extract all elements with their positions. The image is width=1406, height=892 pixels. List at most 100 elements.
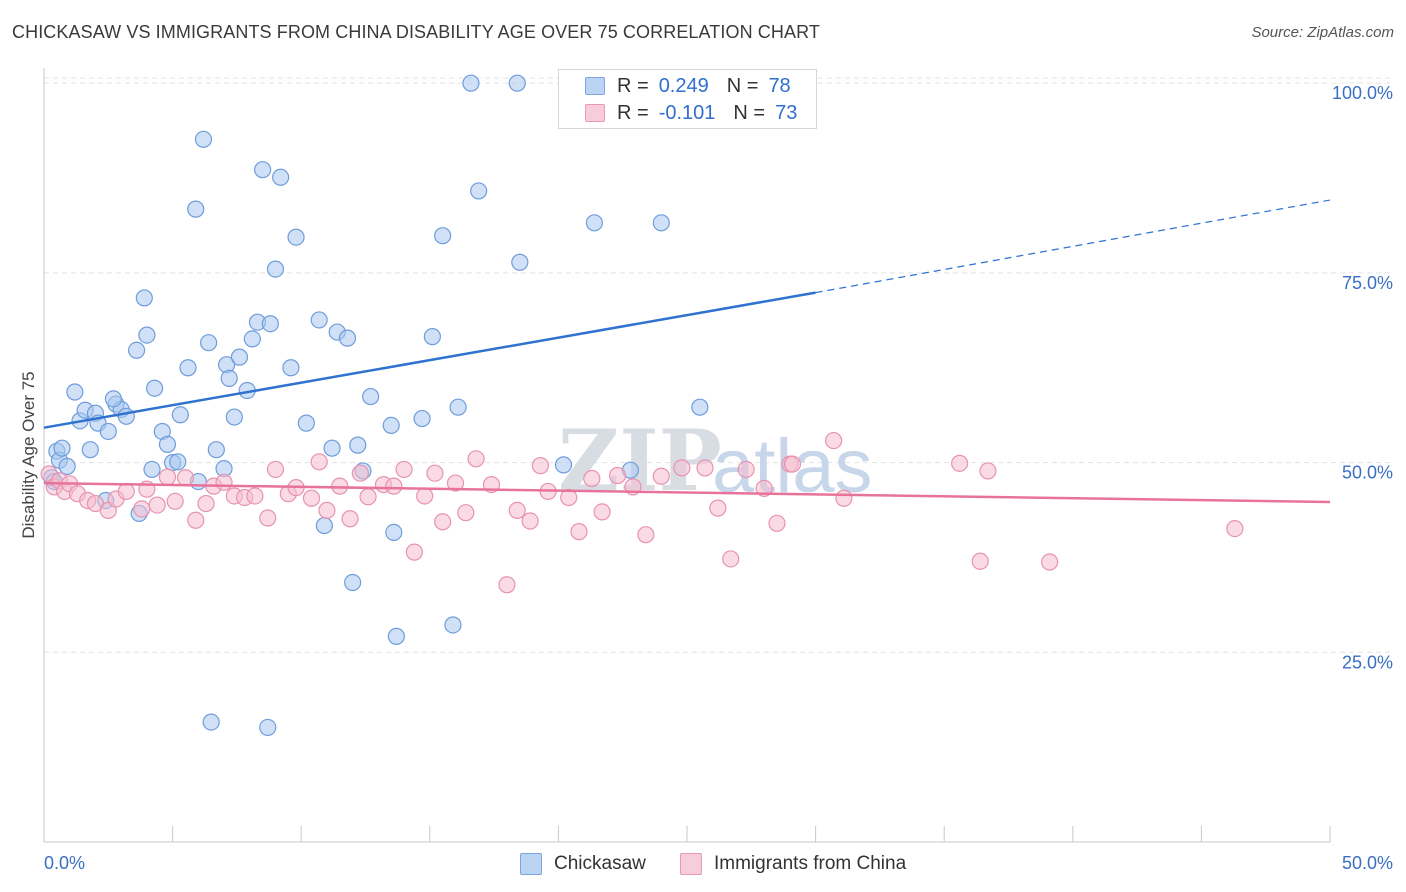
y-tick-label: 100.0% (1332, 83, 1393, 103)
stats-legend: R = 0.249 N = 78 R = -0.101 N = 73 (558, 69, 817, 129)
china-point (158, 468, 177, 486)
chickasaw-point (158, 435, 177, 453)
chickasaw-point (135, 289, 153, 307)
china-point (637, 526, 655, 544)
chickasaw-point (266, 260, 285, 278)
y-tick-label: 75.0% (1342, 273, 1393, 293)
china-point (434, 513, 452, 531)
chickasaw-point (187, 200, 205, 218)
n-value: 78 (768, 74, 791, 97)
china-point (446, 474, 465, 492)
china-point (498, 576, 516, 594)
china-point (318, 501, 336, 519)
chickasaw-swatch (520, 853, 542, 875)
chickasaw-point (58, 457, 76, 475)
china-point (246, 487, 264, 505)
x-tick-label-max: 50.0% (1342, 853, 1393, 873)
y-tick-label: 25.0% (1342, 652, 1393, 672)
chickasaw-point (259, 718, 277, 737)
watermark-zip: ZIP (558, 411, 722, 510)
points-layer (40, 74, 1244, 737)
chickasaw-point (423, 328, 441, 346)
chickasaw-point (554, 456, 573, 474)
legend-label-china: Immigrants from China (714, 853, 907, 874)
chickasaw-point (282, 359, 300, 377)
chickasaw-point (117, 407, 135, 425)
china-point (176, 469, 195, 487)
china-point (722, 550, 740, 568)
china-point (359, 488, 377, 506)
chickasaw-point (81, 441, 99, 459)
china-point (197, 494, 215, 513)
china-point (405, 543, 423, 561)
chickasaw-point (449, 398, 467, 416)
chickasaw-point (310, 311, 328, 329)
china-point (310, 453, 328, 471)
chickasaw-point (338, 329, 357, 347)
china-point (341, 510, 359, 528)
china-point (951, 454, 969, 472)
chickasaw-trend-extension (815, 199, 1331, 294)
china-point (755, 479, 773, 497)
chickasaw-point (225, 408, 243, 426)
china-swatch (680, 853, 702, 875)
n-label: N = (733, 101, 766, 124)
china-point (395, 460, 413, 479)
china-point (117, 482, 135, 501)
r-label: R = (617, 74, 649, 97)
bottom-legend-china: Immigrants from China (680, 852, 906, 876)
chickasaw-point (344, 573, 362, 592)
china-point (133, 500, 151, 518)
china-point (467, 450, 485, 468)
chickasaw-point (138, 326, 156, 344)
china-swatch (585, 104, 605, 122)
r-label: R = (617, 101, 649, 124)
china-point (979, 462, 997, 480)
axis-layer: 100.0% 75.0% 50.0% 25.0% (43, 68, 1393, 843)
chickasaw-point (53, 439, 71, 457)
china-point (508, 501, 526, 519)
chickasaw-point (127, 341, 146, 359)
china-point (608, 466, 627, 485)
china-point (783, 455, 802, 473)
chickasaw-swatch (585, 77, 605, 95)
chickasaw-point (179, 359, 197, 377)
china-point (215, 473, 233, 491)
china-point (835, 489, 853, 507)
chickasaw-point (382, 416, 400, 435)
chickasaw-point (143, 460, 161, 479)
china-point (521, 512, 539, 530)
chickasaw-point (104, 390, 123, 408)
china-point (1226, 520, 1244, 538)
chickasaw-point (434, 227, 452, 245)
y-axis-label: Disability Age Over 75 (19, 371, 38, 538)
chickasaw-point (272, 168, 290, 186)
china-trend-line (43, 481, 1331, 504)
china-point (768, 514, 786, 532)
chickasaw-point (585, 214, 604, 232)
chickasaw-point (652, 214, 670, 232)
china-point (385, 477, 403, 495)
china-point (531, 457, 549, 475)
chickasaw-point (297, 414, 315, 432)
china-point (696, 459, 714, 477)
chickasaw-point (315, 516, 333, 535)
china-point (266, 460, 285, 479)
chickasaw-point (220, 369, 238, 387)
chickasaw-point (413, 409, 431, 428)
legend-row-china: R = -0.101 N = 73 (585, 101, 797, 125)
legend-row-chickasaw: R = 0.249 N = 78 (585, 74, 791, 98)
china-point (737, 460, 755, 479)
china-point (593, 503, 611, 521)
chickasaw-point (169, 453, 187, 471)
china-point (148, 496, 166, 514)
china-point (583, 469, 601, 488)
chickasaw-point (171, 406, 189, 424)
chickasaw-point (261, 315, 279, 333)
china-point (673, 459, 691, 477)
chickasaw-point (462, 74, 480, 92)
chickasaw-point (243, 330, 261, 348)
china-point (187, 511, 205, 529)
n-label: N = (726, 74, 759, 97)
